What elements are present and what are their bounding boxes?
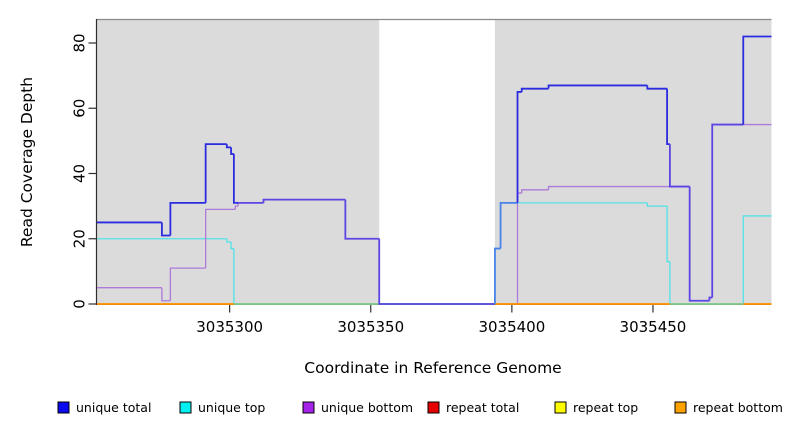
series-line-unique-total: [232, 153, 236, 204]
x-tick-label: 3035450: [620, 318, 687, 336]
series-line-unique-bottom: [169, 267, 206, 301]
y-tick-label: 20: [70, 229, 88, 248]
series-line-unique-total: [494, 247, 501, 304]
series-line-unique-top: [226, 238, 232, 243]
y-tick-label: 40: [70, 164, 88, 183]
x-tick-label: 3035300: [196, 318, 263, 336]
series-line-unique-total: [161, 222, 171, 237]
series-line-unique-total: [262, 198, 346, 203]
legend-label-unique-bottom: unique bottom: [321, 400, 413, 415]
legend-item-repeat-top: repeat top: [554, 400, 638, 415]
legend-item-unique-total: unique total: [57, 400, 151, 415]
legend-label-unique-top: unique top: [198, 400, 265, 415]
series-line-unique-total: [708, 296, 713, 301]
series-line-unique-total: [169, 201, 206, 236]
series-line-unique-total: [516, 91, 522, 203]
coverage-band: [97, 19, 380, 305]
x-tick-label: 3035400: [478, 318, 545, 336]
series-line-unique-total: [547, 84, 648, 89]
legend-swatch-repeat-bottom: [674, 401, 687, 414]
series-line-unique-top: [230, 242, 234, 250]
series-line-unique-total: [499, 201, 518, 249]
series-line-unique-total: [204, 143, 227, 203]
coverage-band: [494, 19, 772, 305]
series-line-unique-total: [688, 186, 710, 302]
y-axis-title: Read Coverage Depth: [18, 77, 36, 247]
series-line-unique-bottom: [521, 189, 549, 194]
legend-swatch-repeat-top: [554, 401, 567, 414]
legend-swatch-unique-bottom: [302, 401, 315, 414]
series-line-unique-total: [230, 147, 234, 155]
legend-item-repeat-bottom: repeat bottom: [674, 400, 783, 415]
series-line-unique-bottom: [161, 287, 171, 302]
series-line-unique-total: [669, 144, 690, 188]
series-line-unique-total: [344, 199, 380, 240]
series-line-unique-total: [378, 238, 495, 305]
series-line-unique-bottom: [234, 205, 239, 210]
series-line-unique-total: [711, 123, 744, 298]
y-tick-label: 80: [70, 33, 88, 52]
legend-swatch-unique-top: [179, 401, 192, 414]
series-line-unique-total: [742, 35, 772, 125]
series-line-unique-total: [520, 87, 549, 92]
series-line-unique-top: [646, 202, 668, 207]
legend-label-repeat-total: repeat total: [446, 400, 519, 415]
legend-swatch-repeat-total: [427, 401, 440, 414]
x-tick-label: 3035350: [337, 318, 404, 336]
legend-swatch-unique-total: [57, 401, 70, 414]
series-line-unique-total: [646, 85, 668, 90]
y-tick-label: 60: [70, 99, 88, 118]
series-line-unique-total: [666, 88, 670, 146]
series-line-unique-total: [225, 144, 232, 149]
legend-label-unique-total: unique total: [76, 400, 151, 415]
series-line-unique-top: [742, 215, 772, 304]
x-axis-title: Coordinate in Reference Genome: [304, 359, 561, 377]
legend-label-repeat-top: repeat top: [573, 400, 638, 415]
legend-item-unique-top: unique top: [179, 400, 265, 415]
series-line-unique-bottom: [205, 208, 236, 269]
legend-label-repeat-bottom: repeat bottom: [693, 400, 783, 415]
legend-item-repeat-total: repeat total: [427, 400, 519, 415]
series-line-unique-bottom: [547, 185, 690, 190]
series-line-unique-top: [666, 206, 670, 263]
y-tick-label: 0: [70, 299, 88, 309]
legend-item-unique-bottom: unique bottom: [302, 400, 413, 415]
